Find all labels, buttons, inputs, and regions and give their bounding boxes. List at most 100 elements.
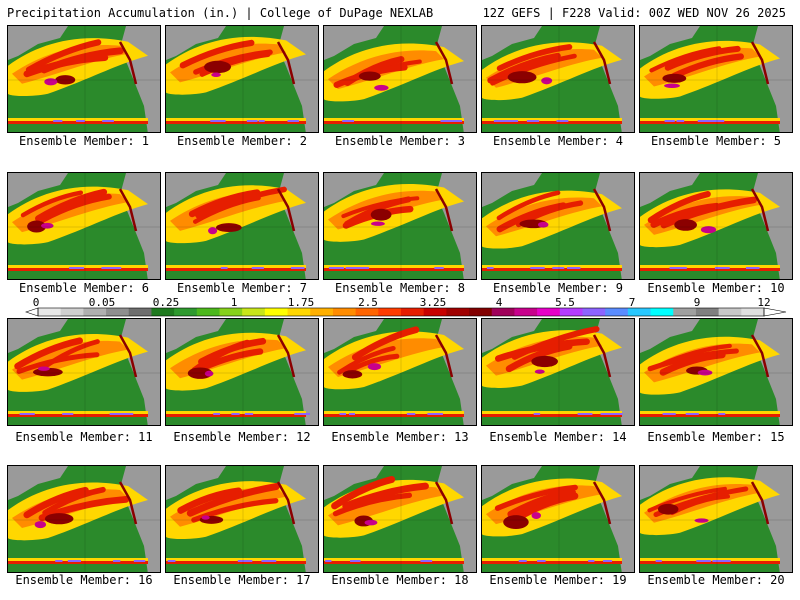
- ensemble-member-map: [323, 318, 477, 426]
- ensemble-member-map: [323, 172, 477, 280]
- colorbar-segment: [196, 308, 220, 316]
- itcz-band-max: [294, 413, 310, 415]
- itcz-band-max: [67, 560, 81, 562]
- ensemble-member-label: Ensemble Member: 7: [176, 281, 308, 295]
- precip-map-graphic: [640, 319, 792, 425]
- ensemble-member-map: [639, 172, 793, 280]
- itcz-band-max: [231, 413, 240, 415]
- precip-band-moderate: [486, 197, 602, 237]
- ensemble-member-map: [639, 465, 793, 573]
- itcz-band-max: [712, 560, 722, 562]
- coastal-precip: [750, 41, 770, 85]
- coastal-precip: [750, 188, 770, 232]
- ensemble-member-label: Ensemble Member: 4: [492, 134, 624, 148]
- itcz-band-max: [244, 413, 254, 415]
- precip-core-max: [534, 369, 545, 374]
- ensemble-member-label: Ensemble Member: 1: [18, 134, 150, 148]
- colorbar-segment: [469, 308, 493, 316]
- asia-landmass: [8, 26, 68, 60]
- coastal-precip: [592, 188, 612, 232]
- precip-core-max: [204, 370, 214, 377]
- colorbar-segment: [491, 308, 515, 316]
- colorbar-segment: [650, 308, 674, 316]
- precip-core-extreme: [44, 513, 74, 525]
- precip-streak-heavy: [649, 46, 722, 73]
- precip-core-max: [201, 515, 210, 520]
- precip-streak-heavy: [490, 53, 577, 86]
- model-run-info: 12Z GEFS | F228 Valid: 00Z WED NOV 26 20…: [482, 6, 786, 20]
- precip-map-graphic: [166, 466, 318, 572]
- ensemble-member-label: Ensemble Member: 3: [334, 134, 466, 148]
- itcz-band-max: [609, 413, 623, 415]
- precip-map-graphic: [640, 466, 792, 572]
- precip-streak-heavy: [505, 342, 573, 373]
- asia-landmass: [640, 173, 700, 207]
- coastal-precip: [592, 334, 612, 378]
- itcz-band-max: [721, 560, 731, 562]
- asia-landmass: [482, 173, 542, 207]
- colorbar-border: [37, 307, 765, 317]
- colorbar-segment: [106, 308, 130, 316]
- precip-streak-heavy: [337, 345, 396, 375]
- precip-core-max: [694, 518, 709, 523]
- itcz-band-max: [106, 267, 120, 269]
- precip-streak-heavy: [332, 492, 413, 517]
- itcz-band-max: [349, 413, 356, 415]
- precip-map-graphic: [8, 26, 160, 132]
- itcz-band-heavy: [166, 268, 306, 271]
- colorbar-scale: [25, 307, 787, 317]
- asia-landmass: [324, 173, 384, 207]
- itcz-band-max: [102, 120, 114, 122]
- ensemble-member-map: [7, 25, 161, 133]
- coastal-precip: [434, 481, 454, 525]
- itcz-band-max: [19, 413, 35, 415]
- precip-streak-heavy: [344, 56, 405, 86]
- precip-streak-heavy: [23, 486, 89, 519]
- precip-map-graphic: [482, 466, 634, 572]
- precip-core-max: [531, 512, 541, 520]
- itcz-band-max: [685, 413, 699, 415]
- coastal-precip: [118, 188, 138, 232]
- precip-streak-heavy: [35, 188, 108, 222]
- precip-streak-heavy: [660, 196, 758, 229]
- itcz-band-max: [676, 120, 685, 122]
- precip-core-extreme: [204, 60, 232, 74]
- ensemble-member-map: [323, 25, 477, 133]
- precip-core-max: [34, 521, 47, 529]
- ensemble-member-map: [481, 318, 635, 426]
- colorbar-tick-label: 0.25: [152, 296, 180, 309]
- itcz-band-max: [655, 560, 662, 562]
- precip-streak-heavy: [511, 326, 600, 360]
- precip-streak-heavy: [514, 492, 579, 521]
- itcz-band-heavy: [8, 121, 148, 124]
- precip-core-extreme: [187, 367, 213, 379]
- precip-map-graphic: [166, 173, 318, 279]
- precip-map-graphic: [324, 319, 476, 425]
- precip-core-max: [700, 226, 717, 234]
- precip-core-max: [41, 222, 54, 229]
- precip-map-graphic: [640, 173, 792, 279]
- itcz-band-max: [518, 560, 527, 562]
- itcz-band-max: [210, 120, 226, 122]
- ensemble-member-label: Ensemble Member: 20: [647, 573, 785, 587]
- precip-streak-heavy: [42, 486, 106, 516]
- precip-streak-heavy: [186, 483, 280, 517]
- itcz-band-max: [711, 120, 725, 122]
- asia-landmass: [166, 26, 226, 60]
- precip-core-extreme: [55, 75, 76, 85]
- itcz-band-max: [600, 413, 611, 415]
- precip-core-max: [211, 72, 221, 78]
- itcz-band-max: [342, 120, 355, 122]
- precip-streak-heavy: [647, 191, 711, 224]
- asia-landmass: [482, 319, 542, 353]
- colorbar-tick-label: 7: [628, 296, 636, 309]
- itcz-band-max: [109, 413, 125, 415]
- itcz-band-max: [113, 560, 121, 562]
- colorbar-segment: [627, 308, 652, 316]
- itcz-band-max: [441, 120, 455, 122]
- colorbar-tick-label: 1.75: [287, 296, 315, 309]
- precip-streak-heavy: [487, 52, 561, 84]
- itcz-band-max: [556, 120, 569, 122]
- coastal-precip: [750, 334, 770, 378]
- precip-streak-heavy: [647, 486, 727, 513]
